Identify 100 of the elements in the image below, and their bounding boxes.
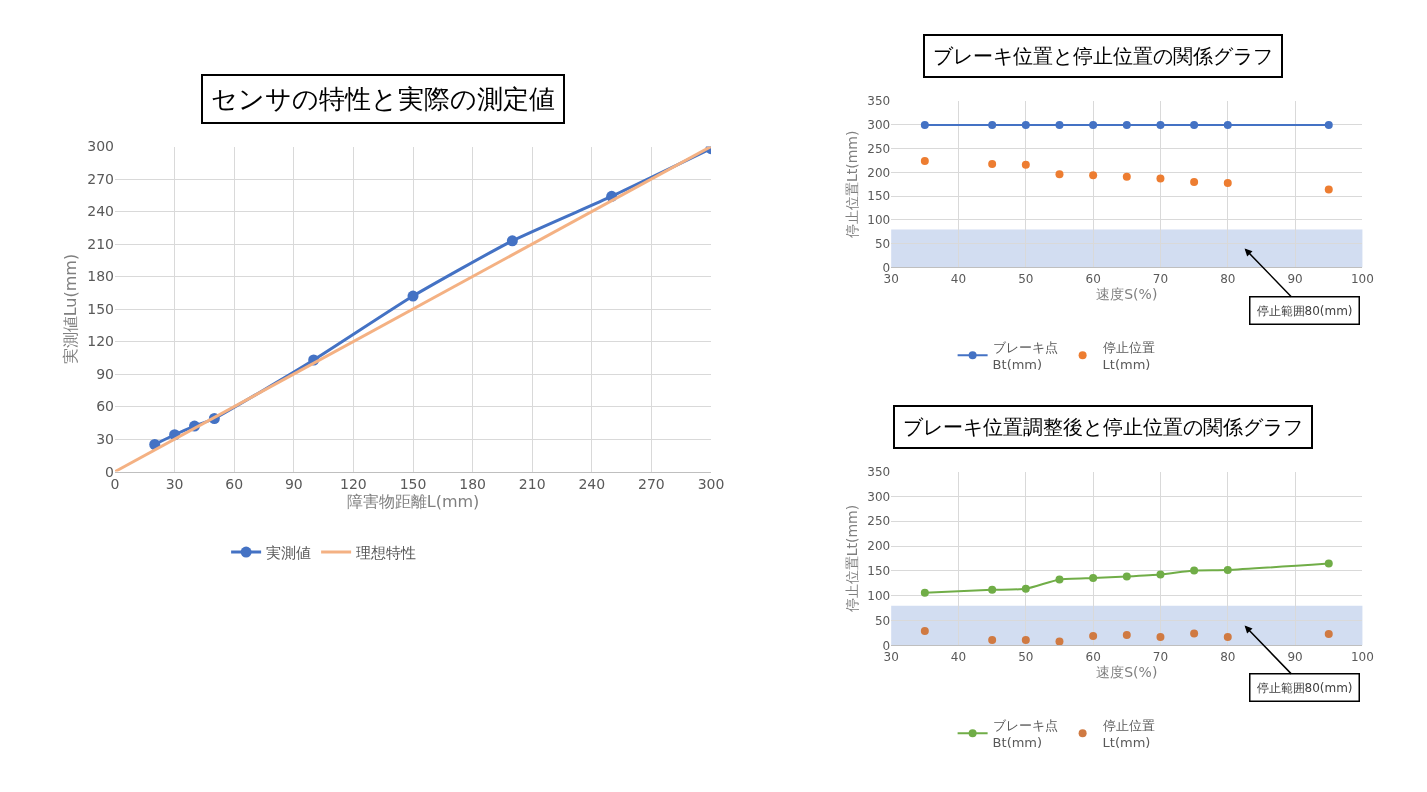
point	[1055, 637, 1064, 646]
y-tick-label: 100	[867, 213, 891, 228]
point	[1122, 172, 1131, 181]
point	[988, 120, 997, 129]
y-tick-label: 240	[87, 203, 115, 220]
point	[1324, 120, 1333, 129]
point	[1156, 633, 1165, 642]
band-label: 停止範囲80(mm)	[1256, 680, 1353, 695]
y-tick-label: 60	[96, 398, 115, 415]
point	[1324, 630, 1333, 639]
x-tick-label: 60	[1085, 271, 1101, 286]
point	[1156, 174, 1165, 183]
x-tick-label: 300	[697, 476, 725, 493]
point	[1089, 171, 1098, 180]
point	[920, 120, 929, 129]
legend-label: 停止位置 Lt(mm)	[1102, 717, 1155, 750]
y-tick-label: 120	[87, 333, 115, 350]
y-tick-label: 30	[96, 430, 115, 447]
point	[1055, 575, 1064, 584]
x-tick-label: 90	[284, 476, 303, 493]
point	[1190, 177, 1199, 186]
point	[920, 588, 929, 597]
point	[1122, 631, 1131, 640]
y-axis-title: 停止位置Lt(mm)	[843, 130, 860, 239]
point	[1021, 636, 1030, 645]
point	[1021, 584, 1030, 593]
point	[1055, 170, 1064, 179]
point	[1223, 565, 1232, 574]
point	[407, 290, 419, 302]
y-tick-label: 100	[867, 589, 891, 603]
point	[988, 636, 997, 645]
point	[1021, 120, 1030, 129]
x-tick-label: 150	[399, 476, 427, 493]
y-tick-label: 50	[874, 236, 891, 251]
y-tick-label: 210	[87, 235, 115, 252]
y-tick-label: 250	[867, 141, 891, 156]
y-axis-title: 実測値Lu(mm)	[61, 253, 81, 365]
point	[1089, 573, 1098, 582]
point	[1324, 559, 1333, 568]
y-tick-label: 0	[882, 260, 891, 275]
y-tick-label: 350	[867, 464, 891, 479]
legend-label: 停止位置 Lt(mm)	[1102, 339, 1155, 372]
chart-title: ブレーキ位置調整後と停止位置の関係グラフ	[903, 415, 1303, 439]
point	[1190, 629, 1199, 638]
band-label: 停止範囲80(mm)	[1256, 303, 1353, 318]
chart-title: ブレーキ位置と停止位置の関係グラフ	[933, 44, 1273, 68]
point	[506, 235, 518, 247]
legend-label: 実測値	[266, 543, 312, 562]
point	[1223, 120, 1232, 129]
point	[1223, 178, 1232, 187]
point	[1055, 120, 1064, 129]
point	[1324, 185, 1333, 194]
x-tick-label: 40	[950, 649, 967, 664]
y-tick-label: 350	[867, 94, 891, 109]
y-tick-label: 250	[867, 514, 891, 529]
x-tick-label: 270	[638, 476, 665, 493]
x-axis-title: 速度S(%)	[1096, 286, 1158, 303]
x-tick-label: 120	[340, 476, 367, 493]
y-tick-label: 150	[867, 189, 891, 204]
point	[920, 157, 929, 166]
point	[1089, 120, 1098, 129]
y-axis-title: 停止位置Lt(mm)	[843, 504, 860, 613]
point	[1089, 632, 1098, 641]
x-tick-label: 50	[1018, 649, 1034, 664]
legend-label: ブレーキ点 Bt(mm)	[992, 339, 1058, 372]
x-tick-label: 90	[1287, 271, 1303, 286]
y-tick-label: 200	[867, 539, 891, 554]
point	[1190, 120, 1199, 129]
point	[1122, 572, 1131, 581]
point	[1190, 566, 1199, 575]
point	[1122, 120, 1131, 129]
point	[988, 159, 997, 168]
y-tick-label: 0	[882, 638, 891, 653]
legend-label: 理想特性	[356, 543, 417, 562]
x-axis-title: 障害物距離L(mm)	[346, 492, 480, 512]
legend-label: ブレーキ点 Bt(mm)	[992, 717, 1058, 750]
point	[988, 585, 997, 594]
x-tick-label: 70	[1152, 271, 1169, 286]
x-tick-label: 60	[1085, 649, 1101, 664]
point	[920, 627, 929, 636]
x-tick-label: 40	[950, 271, 967, 286]
y-tick-label: 0	[105, 463, 115, 480]
x-tick-label: 60	[225, 476, 244, 493]
point	[1156, 570, 1165, 579]
y-tick-label: 150	[867, 564, 891, 579]
x-tick-label: 30	[165, 476, 184, 493]
point	[1021, 160, 1030, 169]
chart-title: センサの特性と実際の測定値	[211, 84, 555, 114]
x-tick-label: 180	[459, 476, 486, 493]
x-tick-label: 100	[1350, 271, 1374, 286]
y-tick-label: 300	[87, 138, 115, 155]
y-tick-label: 90	[96, 365, 115, 382]
x-tick-label: 210	[518, 476, 546, 493]
point	[1156, 120, 1165, 129]
point	[1223, 633, 1232, 642]
x-tick-label: 70	[1152, 649, 1169, 664]
x-axis-title: 速度S(%)	[1096, 664, 1158, 681]
y-tick-label: 300	[867, 118, 891, 133]
y-tick-label: 200	[867, 165, 891, 180]
x-tick-label: 80	[1220, 649, 1236, 664]
